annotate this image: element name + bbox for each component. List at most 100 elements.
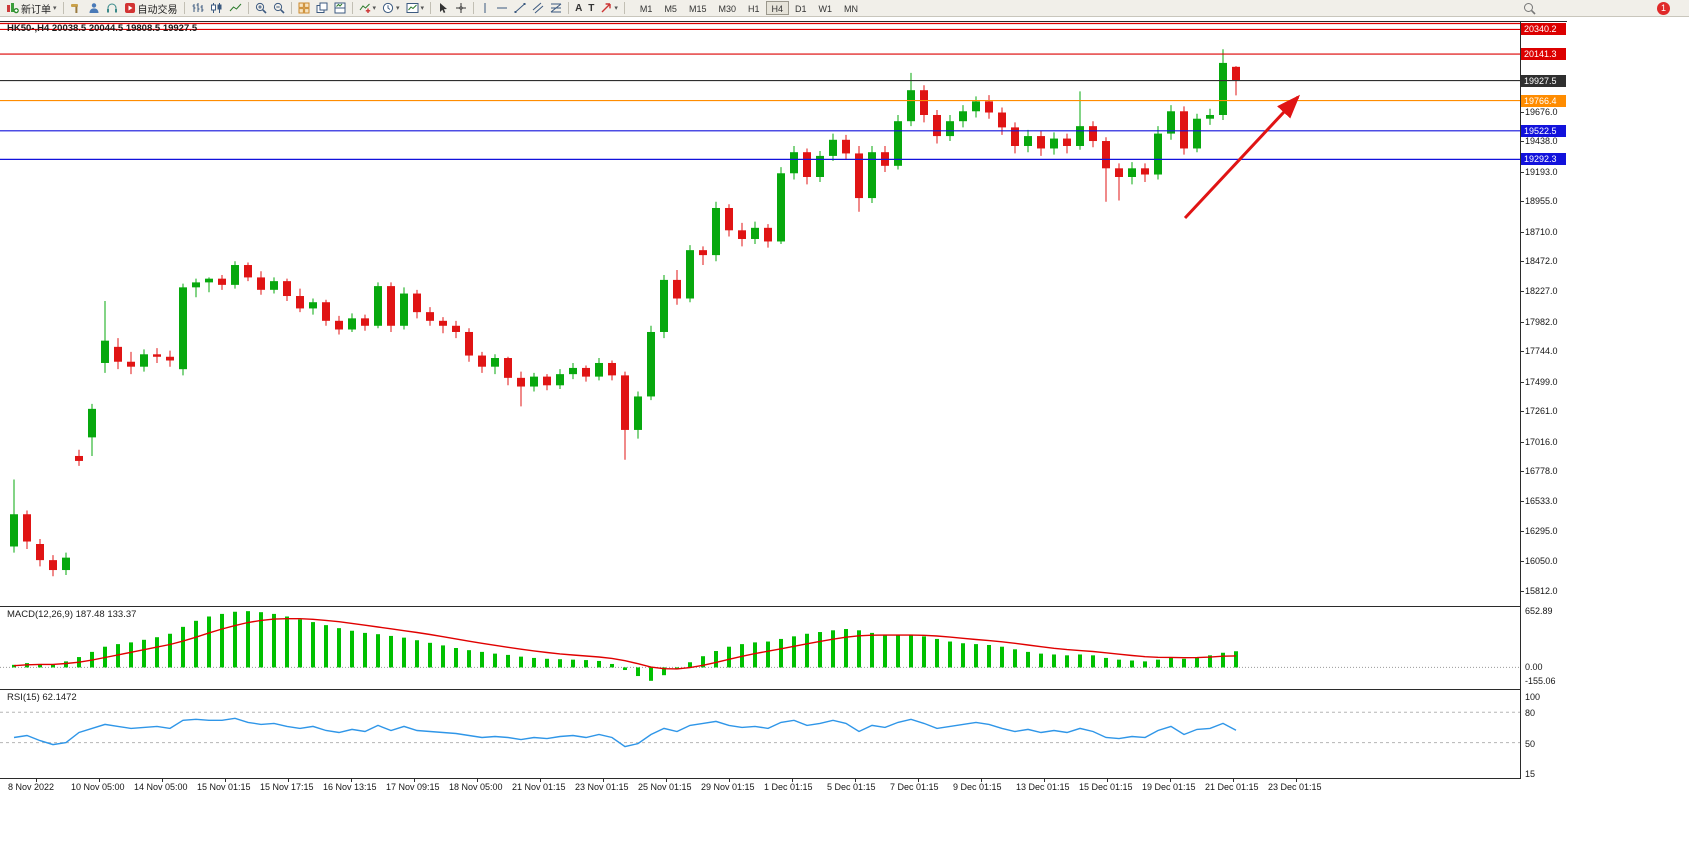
cascade-windows-icon (316, 2, 328, 13)
arrows-tool-button[interactable]: ▾ (597, 1, 621, 16)
candle-body (491, 358, 499, 367)
horizontal-line-button[interactable] (493, 1, 511, 16)
candle-body (647, 331, 655, 397)
macd-histogram-bar (246, 611, 250, 668)
text-tool-button[interactable]: A (572, 1, 585, 16)
price-axis[interactable]: 20340.2 20141.3 19927.5 19766.4 19522.5 19292… (1521, 22, 1567, 779)
macd-panel[interactable] (0, 607, 1520, 689)
horizontal-line-icon (497, 7, 508, 9)
timeframe-h1[interactable]: H1 (747, 4, 760, 14)
chart-bars-button[interactable] (188, 1, 207, 16)
zoom-out-button[interactable] (270, 1, 288, 16)
timeframe-m15[interactable]: M15 (688, 4, 707, 14)
time-axis[interactable]: 8 Nov 2022 10 Nov 05:00 14 Nov 05:00 15 Nov… (0, 779, 1567, 794)
candle-body (582, 367, 590, 377)
autotrading-label: 自动交易 (137, 4, 178, 16)
time-axis-label: 18 Nov 05:00 (449, 782, 503, 792)
macd-histogram-bar (168, 633, 172, 668)
toolbar: 新订单 ▾ 自动交易 ▾ ▾ (0, 0, 1689, 17)
search-button[interactable] (1520, 1, 1539, 16)
cascade-windows-button[interactable] (313, 1, 331, 16)
price-tick-label: 18227.0 (1525, 286, 1558, 297)
time-axis-tick (288, 779, 289, 782)
candle-body (1154, 133, 1162, 175)
channel-button[interactable] (529, 1, 547, 16)
vertical-line-button[interactable] (477, 1, 493, 16)
macd-axis-label: -155.06 (1525, 675, 1556, 686)
crosshair-button[interactable] (452, 1, 470, 16)
macd-histogram-bar (649, 667, 653, 681)
zoom-in-button[interactable] (252, 1, 270, 16)
time-axis-label: 21 Nov 01:15 (512, 782, 566, 792)
time-axis-tick (666, 779, 667, 782)
macd-histogram-bar (870, 632, 874, 668)
market-watch-button[interactable] (85, 1, 103, 16)
timeframe-w1[interactable]: W1 (818, 4, 833, 14)
main-chart-panel[interactable] (0, 22, 1520, 606)
arrange-windows-button[interactable] (331, 1, 349, 16)
time-axis-label: 5 Dec 01:15 (827, 782, 876, 792)
time-axis-label: 7 Dec 01:15 (890, 782, 939, 792)
macd-histogram-bar (818, 632, 822, 668)
macd-histogram-bar (389, 635, 393, 668)
chart-candles-button[interactable] (207, 1, 226, 16)
rsi-panel[interactable] (0, 690, 1520, 778)
macd-histogram-bar (337, 628, 341, 668)
macd-histogram-bar (194, 620, 198, 668)
timeframe-m30[interactable]: M30 (718, 4, 736, 14)
macd-histogram-bar (220, 613, 224, 668)
fibonacci-button[interactable] (547, 1, 565, 16)
trend-arrow[interactable] (1183, 94, 1301, 220)
notification-badge[interactable]: 1 (1657, 1, 1670, 15)
candle-body (361, 318, 369, 326)
rsi-line (13, 717, 1237, 748)
macd-histogram-bar (519, 656, 523, 668)
macd-histogram-bar (506, 654, 510, 668)
macd-histogram-bar (350, 630, 354, 668)
support-button[interactable] (103, 1, 121, 16)
macd-histogram-bar (376, 634, 380, 668)
chart-line-button[interactable] (226, 1, 245, 16)
macd-histogram-bar (1208, 655, 1212, 668)
timeframe-d1[interactable]: D1 (795, 4, 807, 14)
candle-body (413, 293, 421, 313)
arrange-windows-icon (334, 2, 346, 14)
candle-body (439, 320, 447, 326)
candle-body (1011, 127, 1019, 146)
panel-divider[interactable] (0, 606, 1567, 607)
candle-body (166, 356, 174, 361)
cursor-button[interactable] (434, 1, 452, 16)
new-order-icon (7, 3, 19, 14)
macd-histogram-bar (701, 656, 705, 668)
macd-histogram-bar (662, 667, 666, 676)
autotrading-button[interactable]: 自动交易 (121, 1, 181, 16)
candle-body (933, 114, 941, 137)
panel-divider[interactable] (0, 689, 1567, 690)
timeframe-mn[interactable]: MN (844, 4, 859, 14)
indicators-button[interactable]: ▾ (356, 1, 380, 16)
person-icon (89, 3, 99, 13)
clock-icon (382, 2, 394, 14)
timeframe-h4[interactable]: H4 (765, 1, 790, 15)
macd-histogram-bar (1221, 652, 1225, 668)
text-label-tool-button[interactable]: T (585, 1, 597, 16)
metaeditor-button[interactable] (67, 1, 85, 16)
macd-histogram-bar (597, 660, 601, 668)
candle-body (75, 455, 83, 461)
timeframe-m1[interactable]: M1 (639, 4, 653, 14)
candle-body (985, 101, 993, 113)
tile-windows-button[interactable] (295, 1, 313, 16)
new-order-button[interactable]: 新订单 ▾ (3, 1, 60, 16)
periods-button[interactable]: ▾ (379, 1, 403, 16)
macd-histogram-bar (181, 626, 185, 668)
templates-button[interactable]: ▾ (403, 1, 428, 16)
time-axis-label: 21 Dec 01:15 (1205, 782, 1259, 792)
candle-body (1180, 111, 1188, 149)
candle-body (283, 281, 291, 297)
macd-histogram-bar (1182, 658, 1186, 668)
macd-histogram-bar (467, 650, 471, 668)
timeframe-m5[interactable]: M5 (664, 4, 677, 14)
price-tick-label: 18955.0 (1525, 196, 1558, 207)
time-axis-tick (540, 779, 541, 782)
trendline-button[interactable] (511, 1, 529, 16)
